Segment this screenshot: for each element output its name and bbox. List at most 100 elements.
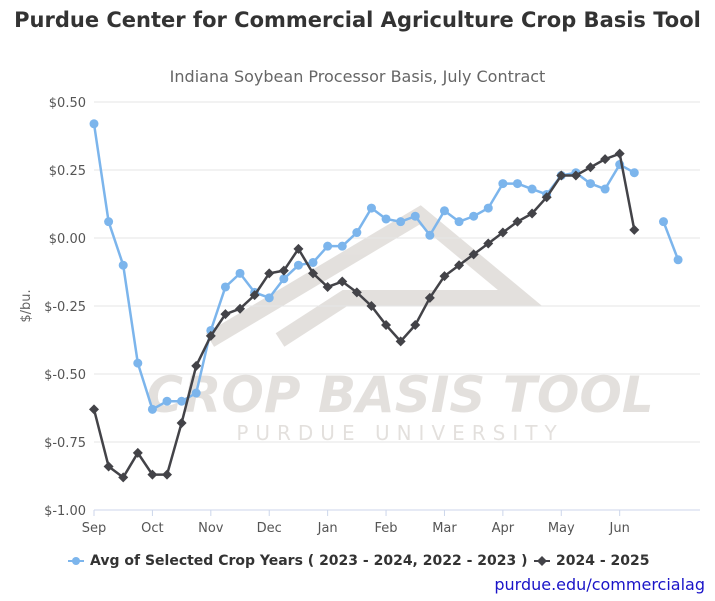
x-tick-label: Mar	[432, 521, 457, 536]
watermark-title: CROP BASIS TOOL	[146, 366, 654, 424]
credit-link[interactable]: purdue.edu/commercialag	[494, 575, 705, 594]
data-point-2024-2025	[556, 170, 567, 181]
series-line-0	[662, 221, 680, 261]
chart-subtitle: Indiana Soybean Processor Basis, July Co…	[169, 67, 546, 86]
data-point-avg	[264, 293, 274, 303]
data-point-avg	[220, 282, 230, 292]
data-point-avg	[512, 179, 522, 189]
data-point-2024-2025	[600, 154, 611, 165]
data-point-2024-2025	[89, 404, 99, 415]
data-point-2024-2025	[278, 265, 289, 276]
data-point-2024-2025	[308, 268, 319, 279]
y-tick-label: $-1.00	[44, 504, 86, 519]
data-point-avg	[366, 203, 376, 213]
data-point-avg	[600, 184, 610, 194]
x-tick-label: Oct	[141, 521, 163, 536]
watermark-subtitle: PURDUE UNIVERSITY	[236, 421, 563, 445]
data-point-2024-2025	[235, 303, 246, 314]
data-point-avg	[439, 206, 449, 216]
data-point-avg	[162, 396, 172, 406]
data-point-2024-2025	[512, 216, 523, 227]
chart-legend: Avg of Selected Crop Years ( 2023 - 2024…	[0, 553, 715, 577]
data-point-2024-2025	[614, 148, 625, 159]
data-point-avg	[89, 119, 99, 129]
data-point-2024-2025	[162, 469, 173, 480]
data-point-avg	[191, 388, 201, 398]
data-point-avg	[133, 358, 143, 368]
data-point-2024-2025	[220, 309, 231, 320]
x-tick-label: Apr	[492, 521, 515, 536]
data-point-avg	[147, 404, 157, 414]
data-point-2024-2025	[322, 281, 333, 292]
data-point-2024-2025	[147, 469, 158, 480]
data-point-2024-2025	[570, 170, 581, 181]
legend-item-2024-2025[interactable]: 2024 - 2025	[534, 553, 650, 569]
x-tick-label: Nov	[198, 521, 224, 536]
data-point-2024-2025	[381, 320, 392, 331]
data-point-avg	[104, 217, 114, 227]
data-point-avg	[454, 217, 464, 227]
data-point-2024-2025	[351, 287, 362, 298]
x-tick-label: Jun	[609, 521, 630, 536]
data-point-2024-2025	[468, 249, 479, 260]
data-point-2024-2025	[205, 330, 216, 341]
data-point-avg	[585, 179, 595, 189]
data-point-2024-2025	[264, 268, 275, 279]
chart-title: Purdue Center for Commercial Agriculture…	[14, 8, 701, 32]
watermark-roof-shape	[205, 205, 543, 347]
data-point-avg	[483, 203, 493, 213]
y-tick-label: $0.00	[49, 232, 86, 247]
data-point-2024-2025	[293, 243, 304, 254]
data-point-avg	[293, 260, 303, 270]
data-point-2024-2025	[395, 336, 406, 347]
data-point-2024-2025	[410, 320, 421, 331]
data-point-avg	[118, 260, 128, 270]
data-point-avg	[381, 214, 391, 224]
data-point-2024-2025	[191, 360, 202, 371]
legend-marker-diamond-icon	[534, 556, 550, 566]
data-point-avg	[425, 230, 435, 240]
data-point-2024-2025	[527, 208, 538, 219]
data-point-avg	[352, 228, 362, 238]
data-point-2024-2025	[337, 276, 348, 287]
data-point-avg	[527, 184, 537, 194]
y-tick-label: $0.25	[49, 164, 86, 179]
data-point-avg	[673, 255, 683, 265]
data-point-avg	[235, 268, 245, 278]
data-point-avg	[410, 211, 420, 221]
data-point-2024-2025	[103, 461, 114, 472]
data-point-2024-2025	[497, 227, 508, 238]
x-tick-label: Sep	[82, 521, 107, 536]
legend-item-avg[interactable]: Avg of Selected Crop Years ( 2023 - 2024…	[68, 553, 528, 569]
data-point-2024-2025	[132, 447, 143, 458]
series-line-1	[92, 152, 636, 479]
data-point-avg	[469, 211, 479, 221]
data-point-2024-2025	[629, 224, 640, 235]
data-point-2024-2025	[439, 271, 450, 282]
legend-label-avg: Avg of Selected Crop Years ( 2023 - 2024…	[90, 553, 528, 569]
x-tick-label: Jan	[317, 521, 338, 536]
data-point-2024-2025	[454, 260, 465, 271]
data-point-avg	[498, 179, 508, 189]
y-tick-label: $-0.50	[44, 368, 86, 383]
data-point-avg	[658, 217, 668, 227]
y-tick-label: $-0.25	[44, 300, 86, 315]
data-point-avg	[177, 396, 187, 406]
data-point-2024-2025	[118, 472, 129, 483]
data-point-avg	[323, 241, 333, 251]
y-axis-title: $/bu.	[19, 289, 34, 322]
data-point-2024-2025	[366, 301, 377, 311]
data-point-avg	[279, 274, 289, 284]
data-point-2024-2025	[483, 238, 494, 249]
data-point-2024-2025	[424, 292, 435, 303]
data-point-avg	[396, 217, 406, 227]
data-point-avg	[337, 241, 347, 251]
y-tick-label: $-0.75	[44, 436, 86, 451]
x-tick-label: Feb	[375, 521, 398, 536]
data-point-2024-2025	[585, 162, 596, 173]
legend-marker-circle-icon	[68, 557, 84, 565]
data-point-2024-2025	[249, 290, 260, 301]
y-tick-label: $0.50	[49, 96, 86, 111]
